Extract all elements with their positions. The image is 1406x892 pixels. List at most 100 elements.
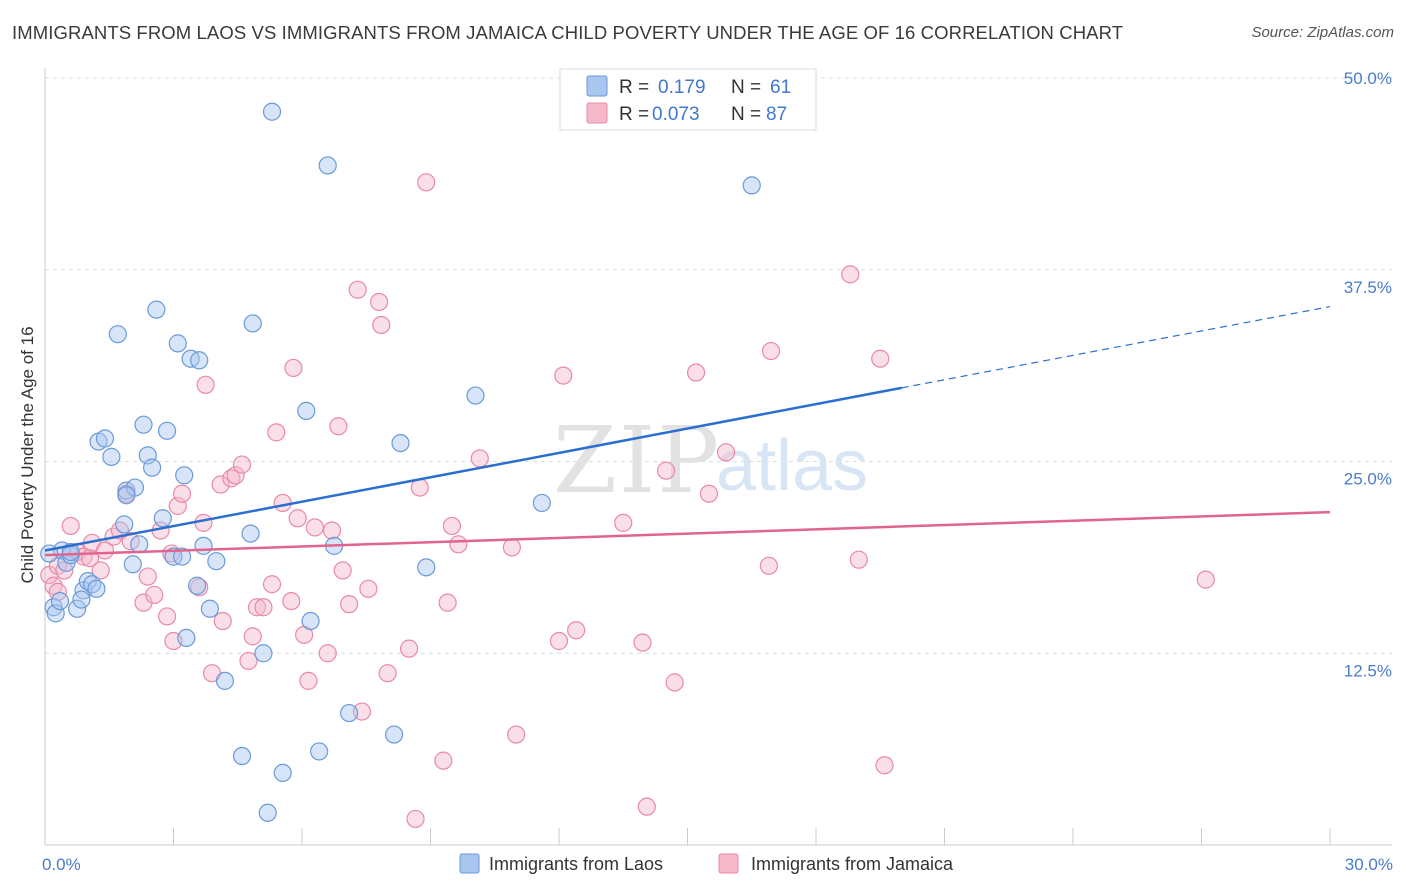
data-point-jamaica xyxy=(91,561,110,580)
data-point-jamaica xyxy=(340,595,359,614)
data-point-laos xyxy=(207,552,226,571)
data-point-jamaica xyxy=(554,366,573,385)
data-point-jamaica xyxy=(686,363,706,382)
legend-r-value: 0.179 xyxy=(658,77,706,98)
legend-r-value: 0.073 xyxy=(652,104,700,125)
data-point-jamaica xyxy=(875,756,894,775)
data-point-laos xyxy=(190,351,209,370)
data-point-laos xyxy=(273,763,292,783)
data-point-jamaica xyxy=(247,598,267,617)
watermark-atlas: atlas xyxy=(716,426,868,506)
data-point-jamaica xyxy=(849,550,868,569)
trend-line-laos-extension xyxy=(901,305,1331,389)
data-point-jamaica xyxy=(348,280,367,299)
data-point-laos xyxy=(310,742,329,761)
data-point-jamaica xyxy=(761,341,781,361)
data-point-jamaica xyxy=(637,797,656,816)
chart-title: IMMIGRANTS FROM LAOS VS IMMIGRANTS FROM … xyxy=(12,22,1124,43)
data-point-laos xyxy=(340,703,359,723)
data-point-laos xyxy=(175,466,194,485)
data-point-jamaica xyxy=(172,484,192,503)
data-point-laos xyxy=(200,599,220,618)
legend-swatch-laos xyxy=(586,75,608,97)
data-point-laos xyxy=(215,671,234,690)
data-point-jamaica xyxy=(716,443,736,462)
data-point-jamaica xyxy=(284,358,303,378)
data-point-jamaica xyxy=(549,631,569,651)
data-point-jamaica xyxy=(370,292,389,312)
data-point-jamaica xyxy=(288,509,307,528)
bottom-legend-swatch-laos xyxy=(459,853,480,874)
x-tick-label: 30.0% xyxy=(1345,855,1393,874)
data-point-jamaica xyxy=(434,751,453,770)
data-point-jamaica xyxy=(226,466,245,485)
data-point-laos xyxy=(742,176,761,195)
data-point-jamaica xyxy=(213,611,232,631)
data-point-laos xyxy=(50,591,70,611)
data-point-laos xyxy=(168,334,187,353)
data-point-jamaica xyxy=(194,513,213,532)
legend-swatch-jamaica xyxy=(586,102,608,124)
data-point-laos xyxy=(466,386,485,405)
data-point-jamaica xyxy=(442,516,462,536)
data-point-laos xyxy=(123,555,142,574)
legend-n-value: 61 xyxy=(770,77,791,98)
data-point-laos xyxy=(87,579,106,598)
series-laos-points xyxy=(40,102,761,822)
data-point-jamaica xyxy=(157,607,177,626)
stats-legend: R = 0.179 N = 61 R = 0.073 N = 87 xyxy=(559,68,817,131)
data-point-laos xyxy=(258,803,277,822)
data-point-laos xyxy=(241,524,260,543)
data-point-jamaica xyxy=(239,651,258,671)
data-point-jamaica xyxy=(282,591,301,611)
legend-r-label: R = xyxy=(619,77,649,98)
source-label: Source: ZipAtlas.com xyxy=(1251,24,1394,41)
data-point-jamaica xyxy=(333,561,352,580)
data-point-jamaica xyxy=(243,627,262,646)
data-point-laos xyxy=(243,314,262,333)
trend-lines xyxy=(44,305,1331,557)
data-point-jamaica xyxy=(399,639,419,658)
data-point-laos xyxy=(297,401,316,420)
data-point-laos xyxy=(262,102,282,121)
axes xyxy=(44,68,1392,846)
data-point-laos xyxy=(172,547,192,566)
data-point-laos xyxy=(147,300,166,319)
data-point-jamaica xyxy=(699,484,719,503)
data-point-jamaica xyxy=(273,493,292,513)
data-point-laos xyxy=(115,515,134,534)
data-point-laos xyxy=(72,590,91,609)
x-tick-label: 0.0% xyxy=(42,855,81,874)
data-point-jamaica xyxy=(196,375,215,394)
data-point-jamaica xyxy=(507,725,526,744)
data-point-jamaica xyxy=(871,349,890,368)
data-point-jamaica xyxy=(406,809,425,829)
data-point-laos xyxy=(153,509,172,528)
data-point-laos xyxy=(130,535,149,554)
data-point-jamaica xyxy=(614,513,633,532)
data-point-laos xyxy=(102,447,121,466)
data-point-jamaica xyxy=(841,265,860,284)
bottom-legend-label-laos: Immigrants from Laos xyxy=(489,854,663,874)
data-point-jamaica xyxy=(502,538,521,557)
y-tick-label: 50.0% xyxy=(1344,69,1392,88)
legend-n-label: N = xyxy=(731,77,761,98)
watermark: ZIP atlas xyxy=(553,407,868,514)
data-point-jamaica xyxy=(372,315,391,335)
data-point-jamaica xyxy=(438,593,457,612)
trend-line-jamaica xyxy=(44,510,1331,557)
data-point-laos xyxy=(134,415,153,434)
legend-r-label: R = xyxy=(619,104,649,125)
grid-lines xyxy=(45,77,1392,654)
data-point-laos xyxy=(391,433,410,453)
series-legend: Immigrants from Laos Immigrants from Jam… xyxy=(459,853,954,874)
bottom-legend-label-jamaica: Immigrants from Jamaica xyxy=(751,854,954,874)
data-point-jamaica xyxy=(449,535,468,554)
data-point-laos xyxy=(117,486,136,505)
data-point-jamaica xyxy=(267,423,286,442)
data-point-jamaica xyxy=(470,449,489,468)
data-point-laos xyxy=(142,458,162,477)
data-point-laos xyxy=(301,611,320,631)
data-point-jamaica xyxy=(329,417,348,436)
